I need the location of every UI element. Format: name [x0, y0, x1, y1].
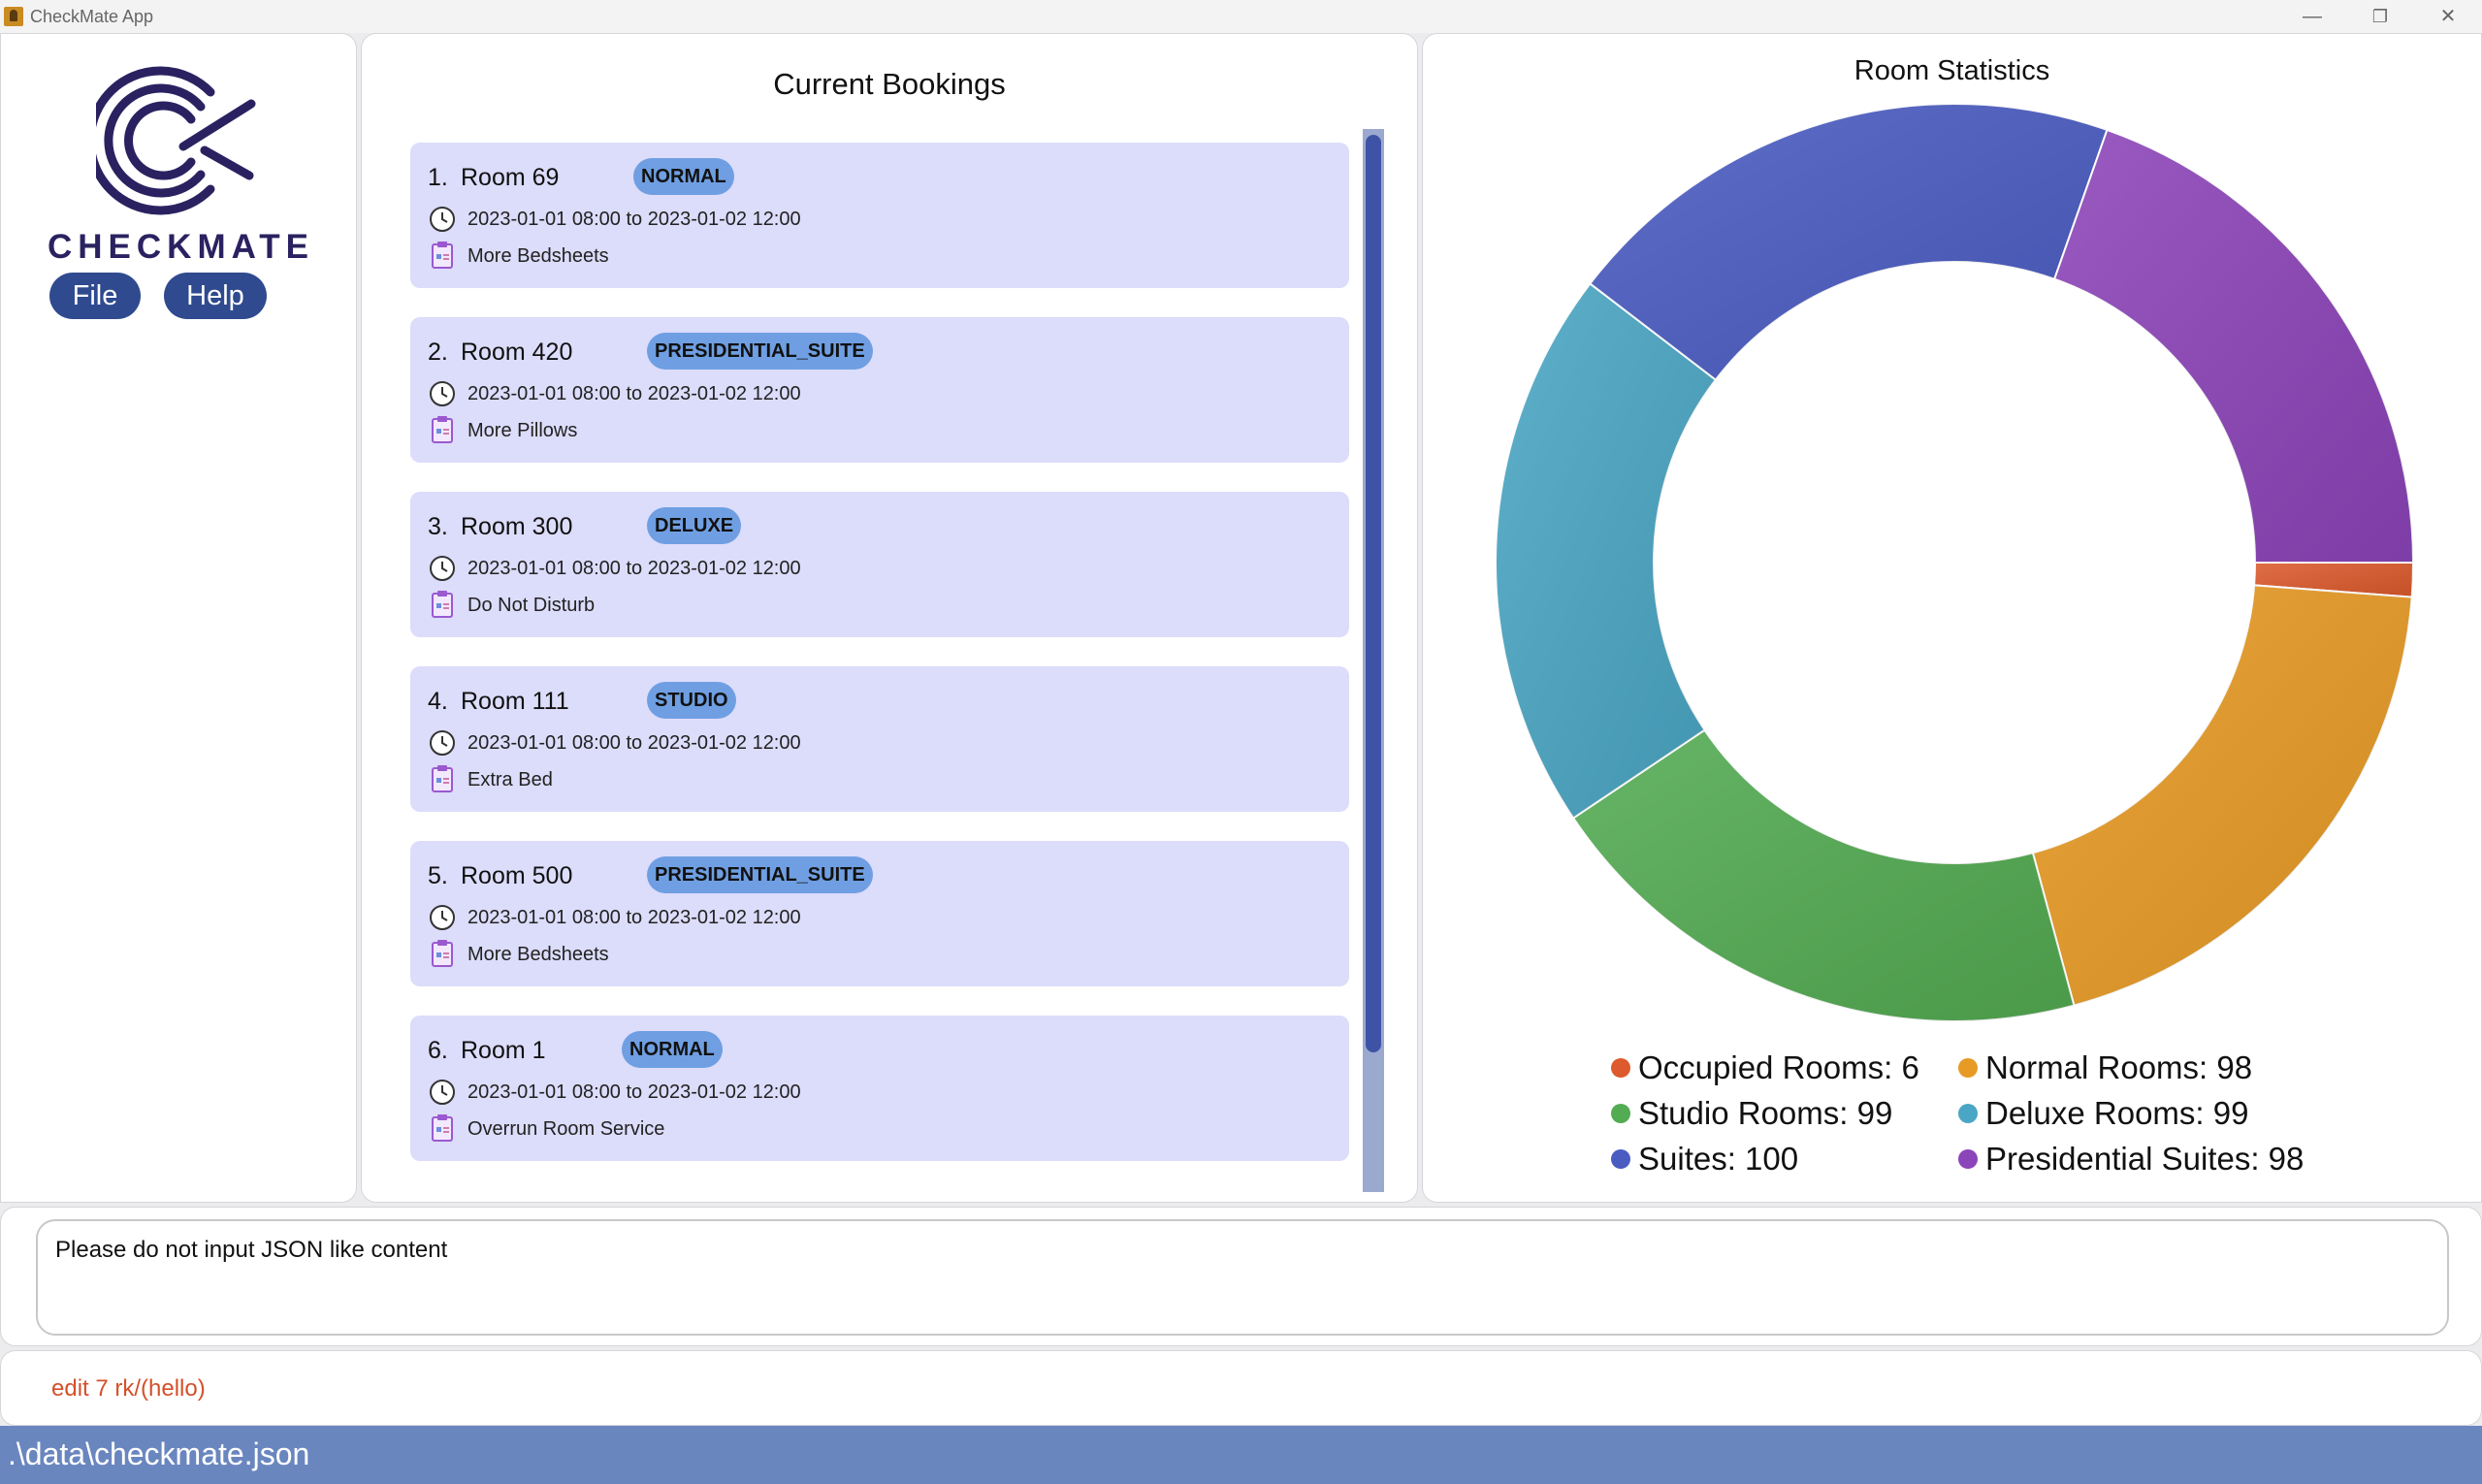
booking-room: Room 111	[461, 688, 569, 715]
file-menu-button[interactable]: File	[49, 273, 141, 319]
legend-label: Studio Rooms: 99	[1638, 1095, 1893, 1131]
booking-time: 2023-01-01 08:00 to 2023-01-02 12:00	[467, 907, 801, 928]
clipboard-icon	[432, 1114, 453, 1142]
booking-time: 2023-01-01 08:00 to 2023-01-02 12:00	[467, 1081, 801, 1103]
booking-card[interactable]: 4. Room 111 STUDIO 2023-01-01 08:00 to 2023…	[410, 666, 1349, 812]
room-statistics-donut-chart	[1495, 103, 2415, 1022]
booking-index: 4.	[428, 688, 448, 715]
booking-room: Room 300	[461, 513, 573, 540]
booking-remark: More Pillows	[467, 420, 578, 441]
bookings-panel: Current Bookings 1. Room 69 NORMAL 2023-01-…	[361, 33, 1418, 1203]
legend-swatch	[1611, 1058, 1630, 1078]
booking-remark: Overrun Room Service	[467, 1118, 665, 1140]
clipboard-icon	[432, 940, 453, 967]
room-type-badge: NORMAL	[622, 1031, 723, 1068]
booking-time: 2023-01-01 08:00 to 2023-01-02 12:00	[467, 383, 801, 404]
booking-remark: Extra Bed	[467, 769, 553, 790]
booking-time: 2023-01-01 08:00 to 2023-01-02 12:00	[467, 732, 801, 754]
legend-swatch	[1611, 1149, 1630, 1169]
booking-card[interactable]: 5. Room 500 PRESIDENTIAL_SUITE 2023-01-01 0…	[410, 841, 1349, 986]
clipboard-icon	[432, 591, 453, 618]
clock-icon	[430, 905, 455, 930]
clipboard-icon	[432, 765, 453, 792]
legend-swatch	[1958, 1058, 1978, 1078]
room-type-badge: DELUXE	[647, 507, 742, 544]
legend-label: Occupied Rooms: 6	[1638, 1049, 1919, 1085]
donut-slice-shade	[2054, 129, 2413, 563]
clipboard-icon	[432, 416, 453, 443]
booking-index: 3.	[428, 513, 448, 540]
booking-scrollbar-thumb[interactable]	[1366, 135, 1381, 1052]
stats-title: Room Statistics	[1853, 55, 2050, 86]
result-panel: Please do not input JSON like content	[0, 1207, 2482, 1346]
booking-room: Room 1	[461, 1037, 546, 1064]
data-file-path: .\data\checkmate.json	[8, 1436, 310, 1471]
booking-index: 5.	[428, 862, 448, 889]
legend-swatch	[1611, 1104, 1630, 1123]
command-input[interactable]	[51, 1371, 2379, 1407]
clock-icon	[430, 1080, 455, 1105]
legend-label: Presidential Suites: 98	[1985, 1141, 2305, 1177]
booking-index: 1.	[428, 164, 448, 191]
booking-card[interactable]: 2. Room 420 PRESIDENTIAL_SUITE 2023-01-01 0…	[410, 317, 1349, 463]
bookings-title: Current Bookings	[773, 67, 1006, 101]
help-menu-button[interactable]: Help	[164, 273, 267, 319]
legend-swatch	[1958, 1149, 1978, 1169]
legend-label: Normal Rooms: 98	[1985, 1049, 2253, 1085]
legend-label: Deluxe Rooms: 99	[1985, 1095, 2249, 1131]
clipboard-icon	[432, 242, 453, 269]
booking-index: 2.	[428, 339, 448, 366]
status-bar: .\data\checkmate.json	[0, 1426, 2482, 1484]
booking-room: Room 500	[461, 862, 573, 889]
room-type-badge: STUDIO	[647, 682, 736, 719]
result-message: Please do not input JSON like content	[55, 1237, 448, 1263]
close-button[interactable]: ✕	[2439, 6, 2457, 27]
donut-slice-shade	[2254, 563, 2413, 597]
brand-name: CHECKMATE	[48, 228, 315, 266]
command-panel	[0, 1350, 2482, 1426]
booking-card[interactable]: 6. Room 1 NORMAL 2023-01-01 08:00 to 2023-0…	[410, 1016, 1349, 1161]
booking-remark: Do Not Disturb	[467, 595, 596, 616]
booking-remark: More Bedsheets	[467, 245, 609, 267]
minimize-button[interactable]: —	[2303, 6, 2322, 27]
booking-time: 2023-01-01 08:00 to 2023-01-02 12:00	[467, 209, 801, 230]
booking-card[interactable]: 3. Room 300 DELUXE 2023-01-01 08:00 to 2023…	[410, 492, 1349, 637]
sidebar: CHECKMATE File Help	[0, 33, 357, 1203]
clock-icon	[430, 381, 455, 406]
room-type-badge: NORMAL	[633, 158, 734, 195]
restore-button[interactable]: ❐	[2371, 7, 2389, 26]
statistics-panel: Room Statistics Occupied Rooms: 6 Normal …	[1422, 33, 2482, 1203]
clock-icon	[430, 207, 455, 232]
room-type-badge: PRESIDENTIAL_SUITE	[647, 856, 873, 893]
checkmate-logo-icon	[96, 66, 256, 215]
legend-label: Suites: 100	[1638, 1141, 1799, 1177]
booking-room: Room 420	[461, 339, 573, 366]
app-icon	[4, 7, 23, 26]
clock-icon	[430, 556, 455, 581]
booking-index: 6.	[428, 1037, 448, 1064]
booking-time: 2023-01-01 08:00 to 2023-01-02 12:00	[467, 558, 801, 579]
donut-slice-shade	[1573, 729, 2075, 1021]
booking-remark: More Bedsheets	[467, 944, 609, 965]
result-display	[36, 1219, 2449, 1336]
window-title: CheckMate App	[30, 7, 154, 26]
donut-slice-shade	[2032, 585, 2412, 1006]
title-bar: CheckMate App — ❐ ✕	[0, 0, 2482, 33]
room-type-badge: PRESIDENTIAL_SUITE	[647, 333, 873, 370]
clock-icon	[430, 730, 455, 756]
booking-room: Room 69	[461, 164, 560, 191]
legend-swatch	[1958, 1104, 1978, 1123]
donut-slice-shade	[1496, 283, 1716, 819]
donut-slice-shade	[1590, 104, 2108, 380]
booking-card[interactable]: 1. Room 69 NORMAL 2023-01-01 08:00 to 2023-…	[410, 143, 1349, 288]
